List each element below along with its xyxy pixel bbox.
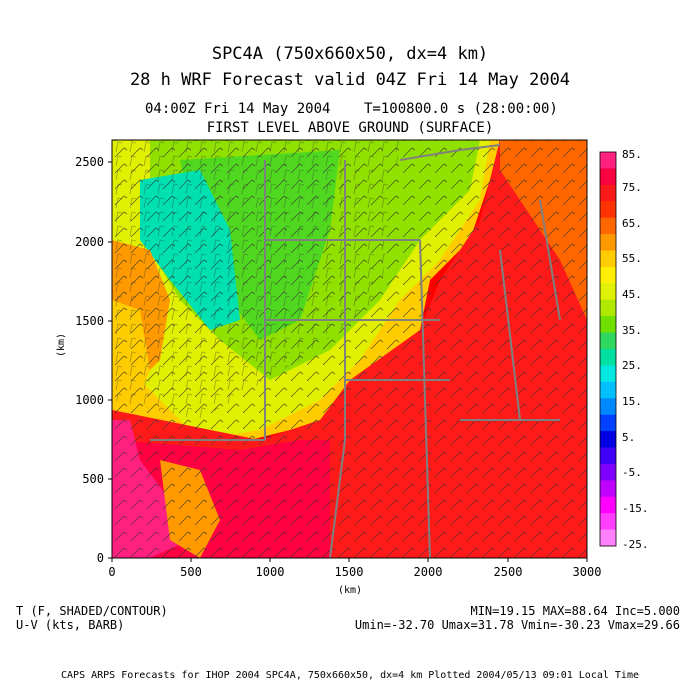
colorbar-swatch bbox=[600, 398, 616, 416]
footer-caption: CAPS ARPS Forecasts for IHOP 2004 SPC4A,… bbox=[61, 670, 639, 681]
colorbar-swatch bbox=[600, 480, 616, 498]
colorbar-swatch bbox=[600, 381, 616, 399]
forecast-title: 28 h WRF Forecast valid 04Z Fri 14 May 2… bbox=[129, 70, 571, 90]
x-axis: 0 500 1000 1500 2000 2500 3000 (km) bbox=[108, 558, 601, 596]
x-tick-label: 2000 bbox=[414, 565, 443, 579]
plot-title: SPC4A (750x660x50, dx=4 km) bbox=[211, 44, 489, 64]
colorbar-label: 55. bbox=[622, 252, 642, 265]
colorbar-label: 5. bbox=[622, 431, 635, 444]
field-stats: MIN=19.15 MAX=88.64 Inc=5.000 bbox=[470, 604, 680, 618]
y-axis: 0 500 1000 1500 2000 2500 (km) bbox=[56, 155, 112, 565]
colorbar-swatch bbox=[600, 217, 616, 235]
colorbar: 85. 75. 65. 55. 45. 35. 25. 15. 5. -5. -… bbox=[599, 148, 649, 551]
colorbar-swatch bbox=[600, 513, 616, 530]
colorbar-label: 85. bbox=[622, 148, 642, 161]
y-tick-label: 2500 bbox=[75, 155, 104, 169]
colorbar-label: -25. bbox=[622, 538, 649, 551]
colorbar-swatch bbox=[600, 168, 616, 186]
colorbar-swatch bbox=[600, 365, 616, 383]
colorbar-swatch bbox=[600, 529, 616, 547]
colorbar-label: 75. bbox=[622, 181, 642, 194]
x-axis-label: (km) bbox=[338, 585, 362, 596]
x-tick-label: 500 bbox=[180, 565, 202, 579]
valid-time: 04:00Z Fri 14 May 2004 bbox=[145, 101, 331, 117]
y-tick-label: 0 bbox=[97, 551, 104, 565]
colorbar-swatch bbox=[600, 496, 616, 514]
x-tick-label: 1500 bbox=[335, 565, 364, 579]
colorbar-label: -5. bbox=[622, 466, 642, 479]
colorbar-swatch bbox=[600, 184, 616, 202]
colorbar-label: -15. bbox=[622, 502, 649, 515]
legend-vectors: U-V (kts, BARB) bbox=[16, 618, 125, 632]
colorbar-swatch bbox=[600, 447, 616, 465]
y-tick-label: 1000 bbox=[75, 393, 104, 407]
colorbar-swatch bbox=[600, 349, 616, 366]
colorbar-label: 45. bbox=[622, 288, 642, 301]
colorbar-swatch bbox=[600, 332, 616, 350]
x-tick-label: 2500 bbox=[494, 565, 523, 579]
colorbar-swatch bbox=[600, 283, 616, 301]
colorbar-swatch bbox=[600, 266, 616, 284]
x-tick-label: 3000 bbox=[573, 565, 602, 579]
colorbar-swatch bbox=[600, 463, 616, 481]
colorbar-swatch bbox=[600, 201, 616, 219]
y-tick-label: 2000 bbox=[75, 235, 104, 249]
colorbar-swatch bbox=[600, 250, 616, 268]
colorbar-swatch bbox=[600, 152, 616, 169]
colorbar-label: 65. bbox=[622, 217, 642, 230]
colorbar-label: 15. bbox=[622, 395, 642, 408]
model-time: T=100800.0 s (28:00:00) bbox=[364, 101, 558, 117]
y-axis-label: (km) bbox=[56, 333, 67, 357]
colorbar-label: 25. bbox=[622, 359, 642, 372]
colorbar-swatch bbox=[600, 234, 616, 251]
colorbar-swatch bbox=[600, 316, 616, 333]
level-label: FIRST LEVEL ABOVE GROUND (SURFACE) bbox=[206, 120, 494, 136]
temperature-field bbox=[112, 140, 587, 558]
colorbar-swatch bbox=[600, 431, 616, 448]
y-tick-label: 500 bbox=[82, 472, 104, 486]
colorbar-swatch bbox=[600, 299, 616, 317]
y-tick-label: 1500 bbox=[75, 314, 104, 328]
x-tick-label: 0 bbox=[108, 565, 115, 579]
colorbar-swatch bbox=[600, 414, 616, 432]
x-tick-label: 1000 bbox=[256, 565, 285, 579]
legend-shaded: T (F, SHADED/CONTOUR) bbox=[16, 604, 168, 618]
wind-stats: Umin=-32.70 Umax=31.78 Vmin=-30.23 Vmax=… bbox=[354, 618, 680, 632]
colorbar-label: 35. bbox=[622, 324, 642, 337]
state-boundaries bbox=[150, 144, 561, 558]
